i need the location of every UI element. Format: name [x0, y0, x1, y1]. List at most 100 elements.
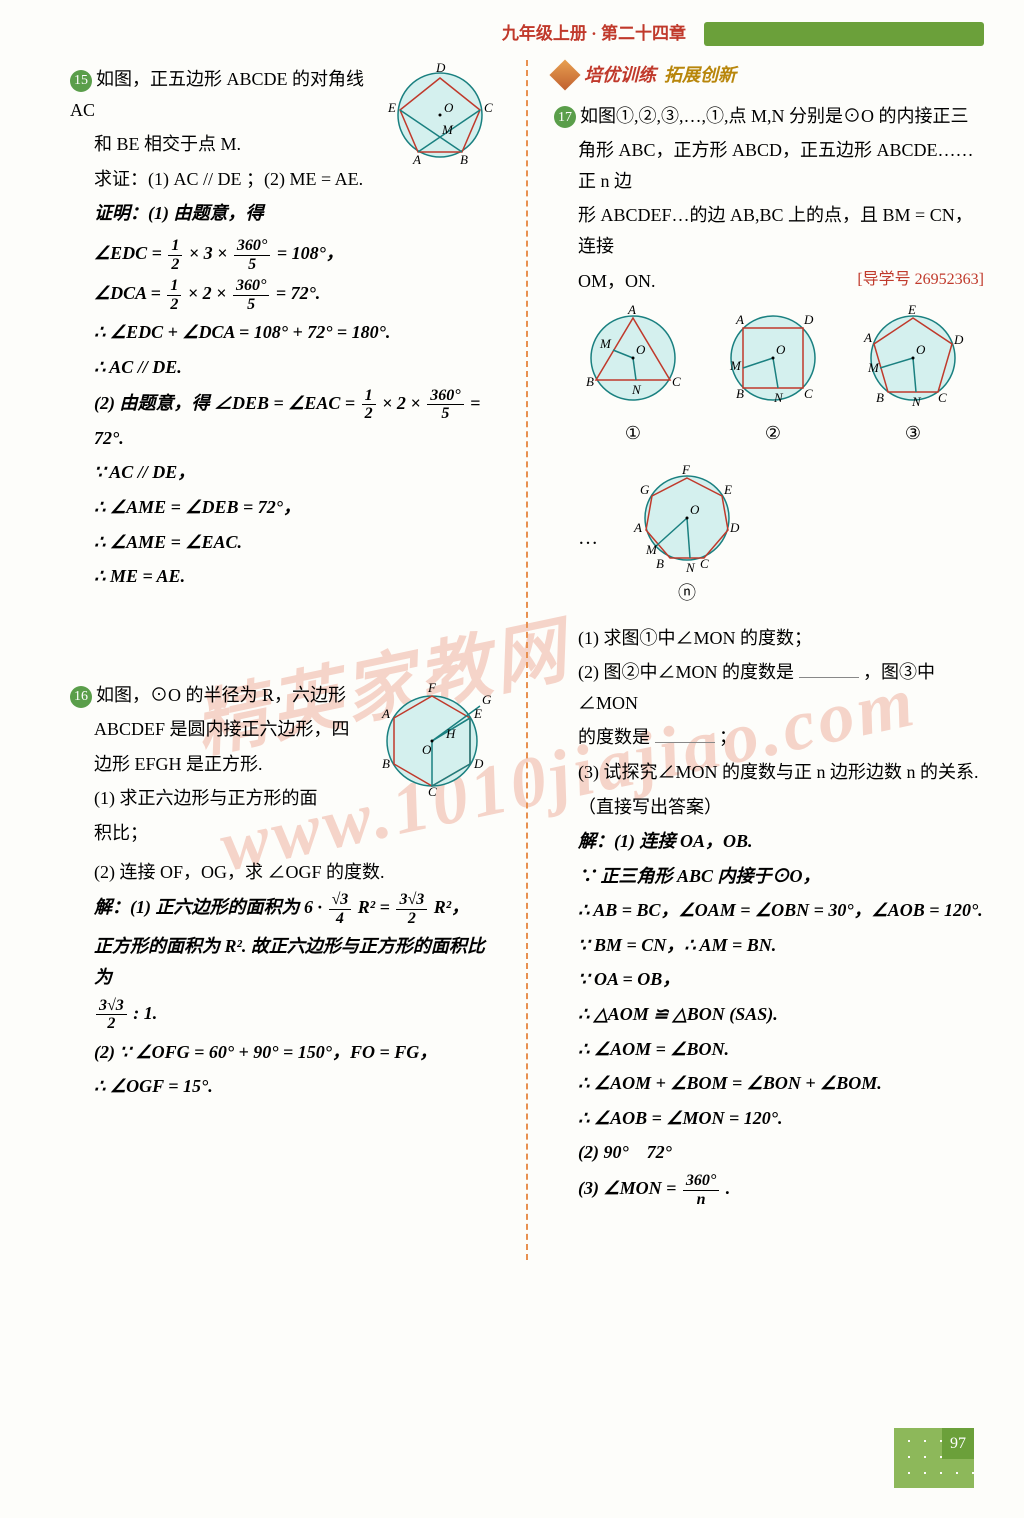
q17-stem4: OM，ON.: [578, 271, 656, 291]
column-divider: [526, 60, 528, 1260]
svg-text:D: D: [435, 60, 446, 75]
banner-icon: [549, 60, 580, 91]
svg-text:B: B: [460, 152, 468, 167]
q17-sub2c: 的度数是: [578, 727, 650, 747]
problem-16: 16如图，⊙O 的半径为 R，六边形 ABCDEF 是圆内接正六边形，四 边形 …: [70, 676, 500, 1102]
q15-proof-head: 证明：(1) 由题意，得: [70, 198, 370, 229]
q15-p2-1: ∵ AC // DE，: [70, 457, 500, 488]
q17-s8: ∴ ∠AOB = ∠MON = 120°.: [554, 1103, 984, 1134]
q17-sol-head: 解：(1) 连接 OA，OB.: [554, 826, 984, 857]
diag-label-2: ②: [718, 418, 828, 449]
svg-text:G: G: [640, 482, 650, 497]
page-number-block: 97: [894, 1428, 974, 1488]
q16-figure: F E D C B A G H O: [370, 676, 500, 806]
page-content: 15如图，正五边形 ABCDE 的对角线 AC 和 BE 相交于点 M. 求证：…: [0, 0, 1024, 1300]
svg-text:D: D: [803, 312, 814, 327]
svg-text:O: O: [916, 342, 926, 357]
svg-text:O: O: [422, 742, 432, 757]
svg-text:N: N: [911, 394, 922, 409]
svg-text:H: H: [445, 726, 456, 741]
svg-text:C: C: [804, 386, 813, 401]
svg-text:M: M: [599, 336, 612, 351]
qnum-15: 15: [70, 70, 92, 92]
q16-sol2-1: (2) ∵ ∠OFG = 60° + 90° = 150°，FO = FG，: [70, 1037, 500, 1068]
svg-text:A: A: [633, 520, 642, 535]
problem-17: 17如图①,②,③,…,①,点 M,N 分别是⊙O 的内接正三 角形 ABC，正…: [554, 101, 984, 1209]
q17-stem3: 形 ABCDEF…的边 AB,BC 上的点，且 BM = CN，连接: [554, 200, 984, 261]
q16-sub1b: 积比；: [70, 818, 360, 849]
q15-stem2: 和 BE 相交于点 M.: [70, 129, 370, 160]
svg-text:M: M: [645, 542, 658, 557]
q16-sol-line2: 正方形的面积为 R². 故正六边形与正方形的面积比为: [70, 931, 500, 992]
q15-p2-4: ∴ ME = AE.: [70, 561, 500, 592]
q17-s5: ∴ △AOM ≌ △BON (SAS).: [554, 999, 984, 1030]
svg-text:C: C: [672, 374, 681, 389]
svg-text:D: D: [953, 332, 964, 347]
q15-stem3: 求证：(1) AC // DE ；(2) ME = AE.: [70, 164, 370, 195]
svg-text:N: N: [631, 382, 642, 397]
svg-text:A: A: [863, 330, 872, 345]
q17-diagrams: A B C M N O ①: [578, 308, 984, 608]
svg-text:F: F: [681, 462, 691, 477]
svg-text:B: B: [382, 756, 390, 771]
svg-text:M: M: [441, 122, 454, 137]
svg-text:D: D: [473, 756, 484, 771]
q17-s2: ∴ AB = BC，∠OAM = ∠OBN = 30°，∠AOB = 120°.: [554, 895, 984, 926]
q16-stem2: ABCDEF 是圆内接正六边形，四: [70, 714, 360, 745]
svg-text:N: N: [685, 560, 696, 575]
diag-label-1: ①: [578, 418, 688, 449]
q17-ans3b: .: [726, 1178, 731, 1198]
q16-sub1: (1) 求正六边形与正方形的面: [70, 783, 360, 814]
blank-1: [799, 660, 859, 678]
q16-stem1: 如图，⊙O 的半径为 R，六边形: [96, 685, 346, 705]
svg-text:E: E: [723, 482, 732, 497]
q15-sum: ∴ ∠EDC + ∠DCA = 108° + 72° = 180°.: [70, 317, 500, 348]
svg-text:O: O: [444, 100, 454, 115]
diagram-1: A B C M N O ①: [578, 308, 688, 448]
svg-text:C: C: [484, 100, 493, 115]
problem-15: 15如图，正五边形 ABCDE 的对角线 AC 和 BE 相交于点 M. 求证：…: [70, 60, 500, 592]
svg-text:G: G: [482, 692, 492, 707]
q15-p2-head: (2) 由题意，得 ∠DEB = ∠EAC =: [94, 393, 355, 413]
svg-text:O: O: [776, 342, 786, 357]
svg-text:A: A: [735, 312, 744, 327]
q17-s4: ∵ OA = OB，: [554, 964, 984, 995]
q15-acde: ∴ AC // DE.: [70, 352, 500, 383]
qnum-17: 17: [554, 106, 576, 128]
page-number: 97: [942, 1428, 974, 1459]
q17-sub1: (1) 求图①中∠MON 的度数；: [554, 623, 984, 654]
diagram-ellipsis: …: [578, 521, 602, 555]
svg-text:N: N: [773, 390, 784, 405]
q17-s6: ∴ ∠AOM = ∠BON.: [554, 1034, 984, 1065]
banner-right: 拓展创新: [664, 60, 736, 91]
q15-p2-2: ∴ ∠AME = ∠DEB = 72°，: [70, 492, 500, 523]
svg-text:E: E: [387, 100, 396, 115]
diagram-n: B C D E F G A M N O ⓝ: [632, 468, 742, 608]
svg-text:E: E: [473, 706, 482, 721]
q15-dca: ∠DCA =: [94, 283, 161, 303]
svg-text:B: B: [736, 386, 744, 401]
svg-text:A: A: [412, 152, 421, 167]
q17-s1: ∵ 正三角形 ABC 内接于⊙O，: [554, 861, 984, 892]
svg-text:E: E: [907, 302, 916, 317]
svg-text:C: C: [938, 390, 947, 405]
svg-text:B: B: [876, 390, 884, 405]
svg-text:C: C: [428, 784, 437, 799]
svg-text:M: M: [867, 360, 880, 375]
svg-text:C: C: [700, 556, 709, 571]
q17-stem2: 角形 ABC，正方形 ABCD，正五边形 ABCDE……正 n 边: [554, 135, 984, 196]
svg-text:A: A: [627, 302, 636, 317]
section-banner: 培优训练 拓展创新: [554, 60, 984, 91]
svg-text:O: O: [636, 342, 646, 357]
q17-sub3b: （直接写出答案）: [554, 792, 984, 823]
q17-s7: ∴ ∠AOM + ∠BOM = ∠BON + ∠BOM.: [554, 1068, 984, 1099]
q16-sol-head: 解：(1) 正六边形的面积为 6 ·: [94, 897, 322, 917]
q17-ref: [导学号 26952363]: [857, 266, 984, 293]
svg-text:B: B: [656, 556, 664, 571]
diagram-2: A D C B M N O ②: [718, 308, 828, 448]
svg-text:B: B: [586, 374, 594, 389]
left-column: 15如图，正五边形 ABCDE 的对角线 AC 和 BE 相交于点 M. 求证：…: [70, 60, 500, 1260]
diag-label-3: ③: [858, 418, 968, 449]
q16-sub2: (2) 连接 OF，OG，求 ∠OGF 的度数.: [70, 857, 500, 888]
q17-sub3a: (3) 试探究∠MON 的度数与正 n 边形边数 n 的关系.: [554, 757, 984, 788]
